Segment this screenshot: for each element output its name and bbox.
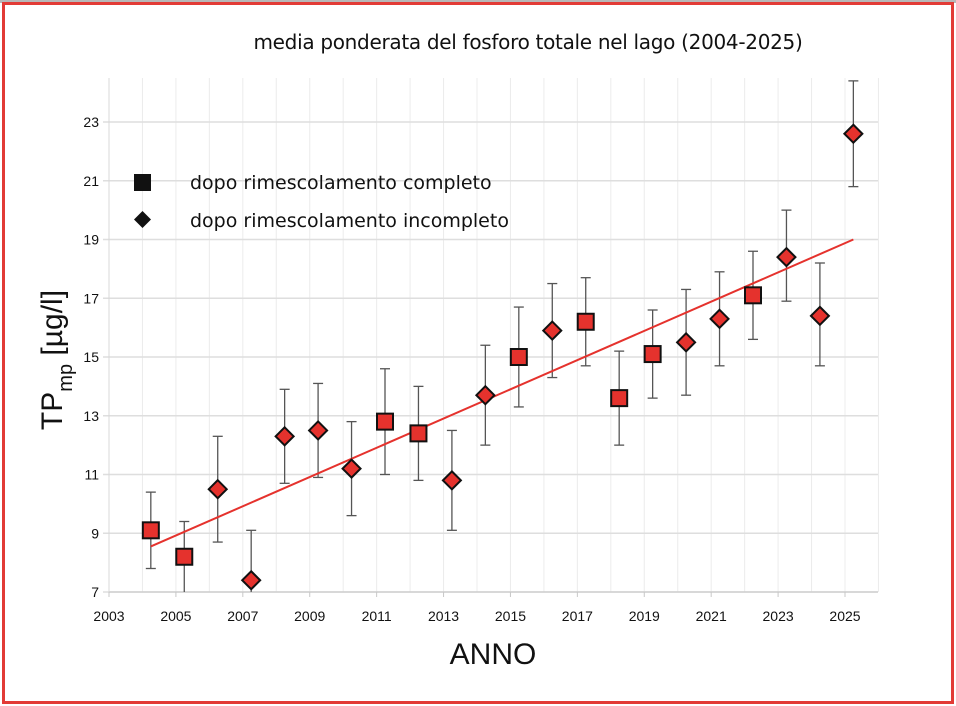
y-axis-label-unit: [µg/l] <box>36 290 69 364</box>
x-tick-label: 2025 <box>829 608 860 624</box>
data-point-square <box>175 547 194 566</box>
trend-line-group <box>150 238 854 548</box>
data-point-diamond <box>776 246 797 268</box>
legend-square-icon <box>134 174 151 191</box>
y-axis-label-sub: mp <box>55 364 77 392</box>
x-axis-label: ANNO <box>450 638 537 671</box>
legend-diamond-icon <box>134 211 151 228</box>
data-point-diamond <box>809 305 831 327</box>
y-tick-label: 7 <box>91 584 99 600</box>
top-border <box>0 0 956 3</box>
data-point-square <box>576 312 595 331</box>
y-axis-label: TPmp [µg/l] <box>36 290 77 430</box>
data-point-square <box>376 412 394 431</box>
y-tick-label: 9 <box>91 525 99 541</box>
data-point-diamond <box>307 420 329 441</box>
x-tick-label: 2005 <box>160 608 191 624</box>
y-tick-label: 15 <box>83 349 99 365</box>
data-point-diamond <box>240 569 262 591</box>
data-point-square <box>744 286 762 305</box>
legend-label-incompleto: dopo rimescolamento incompleto <box>190 210 509 232</box>
x-axis-ticks: 2003 2005 2007 2009 2011 2013 2015 2017 2019 2021… <box>93 592 861 624</box>
data-point-diamond <box>341 458 362 480</box>
data-point-diamond <box>842 123 864 145</box>
y-tick-label: 13 <box>83 408 99 424</box>
data-point-square <box>409 424 428 443</box>
x-tick-label: 2017 <box>562 608 593 624</box>
x-tick-label: 2013 <box>428 608 459 624</box>
x-tick-label: 2023 <box>763 608 794 624</box>
x-tick-label: 2021 <box>696 608 727 624</box>
y-tick-label: 21 <box>83 173 99 189</box>
data-point-square <box>643 345 662 364</box>
data-markers <box>141 123 864 591</box>
error-bars <box>145 80 859 592</box>
data-point-square <box>610 389 629 408</box>
trend-line <box>150 238 854 548</box>
x-tick-label: 2019 <box>629 608 660 624</box>
data-point-diamond <box>207 478 229 500</box>
legend-label-completo: dopo rimescolamento completo <box>190 172 492 194</box>
x-tick-label: 2003 <box>93 608 124 624</box>
grid <box>103 78 879 593</box>
y-tick-label: 19 <box>83 232 99 248</box>
data-point-diamond <box>474 384 496 406</box>
legend: dopo rimescolamento completo dopo rimesc… <box>134 172 509 232</box>
data-point-square <box>141 521 160 540</box>
x-tick-label: 2007 <box>227 608 258 624</box>
data-point-diamond <box>541 320 563 341</box>
y-tick-label: 11 <box>84 467 99 483</box>
data-point-diamond <box>675 331 697 353</box>
x-tick-label: 2011 <box>362 608 392 624</box>
chart-title: media ponderata del fosforo totale nel l… <box>253 30 803 54</box>
x-tick-label: 2009 <box>294 608 325 624</box>
x-tick-label: 2015 <box>495 608 526 624</box>
y-tick-label: 17 <box>83 290 99 306</box>
data-point-diamond <box>441 469 463 491</box>
data-point-square <box>509 348 528 366</box>
y-axis-label-main: TP <box>36 392 69 430</box>
data-point-diamond <box>709 308 730 330</box>
y-axis-ticks: 7 9 11 13 15 17 19 21 23 <box>83 114 99 600</box>
data-point-diamond <box>274 425 296 447</box>
y-tick-label: 23 <box>83 114 99 130</box>
